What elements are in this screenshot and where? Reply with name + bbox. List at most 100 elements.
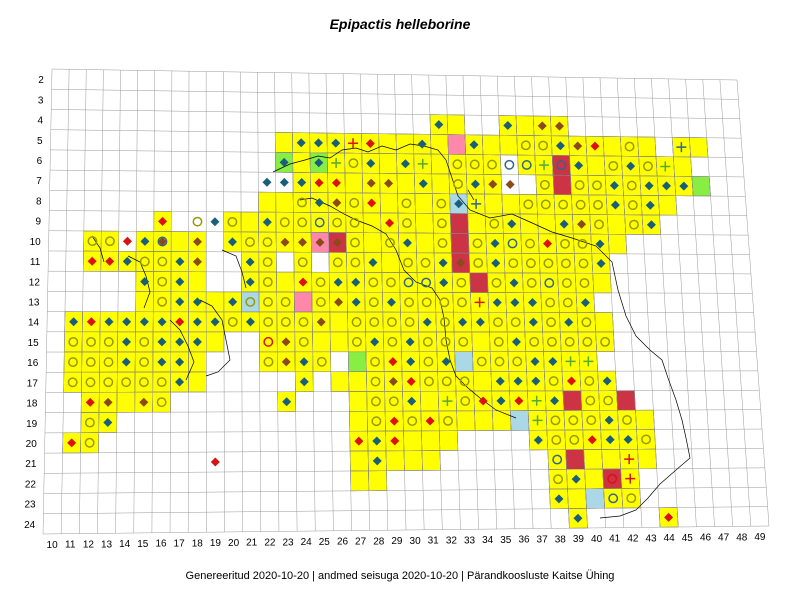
cell-33-12-circle-marker <box>456 277 467 288</box>
cell-26-11-circle-marker <box>332 257 343 268</box>
cell-33-8-diamond-marker <box>454 199 464 209</box>
cell-30-12 <box>399 272 418 293</box>
cell-41-22-circle-marker <box>607 473 618 484</box>
cell-25-15 <box>312 331 331 353</box>
grid-vline <box>240 72 243 532</box>
column-labels: 10 11 12 13 14 15 16 17 18 19 20 21 22 23 24 25 26 27 28 29… <box>47 532 766 551</box>
cell-25-6-diamond-marker <box>314 158 324 168</box>
row-label: 11 <box>30 257 41 268</box>
cell-32-19 <box>438 410 458 432</box>
cell-38-6-plus-marker <box>539 160 550 171</box>
col-label: 15 <box>137 539 149 550</box>
cell-28-5-diamond-marker <box>365 139 375 149</box>
cell-34-17 <box>472 371 492 392</box>
cell-42-22-plus-marker <box>625 473 636 484</box>
cell-39-12 <box>557 272 577 294</box>
cell-38-10-diamond-marker <box>543 239 553 249</box>
grid-vline <box>428 75 443 530</box>
col-label: 26 <box>337 537 349 548</box>
cell-25-16-circle-marker <box>316 356 327 367</box>
col-label: 23 <box>282 537 294 548</box>
cell-13-15-circle-marker <box>103 336 114 347</box>
cell-39-22-diamond-marker <box>571 474 581 484</box>
cell-29-9-diamond-marker <box>385 218 395 228</box>
cell-11-16 <box>63 351 83 373</box>
cell-43-20 <box>636 429 656 450</box>
col-label: 27 <box>355 537 367 548</box>
cell-30-16-diamond-marker <box>406 357 416 367</box>
cell-29-18 <box>384 391 404 412</box>
cell-35-15-circle-marker <box>493 336 504 347</box>
cell-39-15-circle-marker <box>564 336 575 347</box>
col-label: 29 <box>391 536 403 547</box>
cell-22-16 <box>259 351 278 373</box>
cell-29-7-diamond-marker <box>384 178 394 188</box>
row-label: 12 <box>29 277 41 288</box>
loose-16-10-circle-marker <box>157 236 168 247</box>
cell-22-12 <box>258 271 277 293</box>
cell-34-5-diamond-marker <box>469 140 479 150</box>
cell-28-13-circle-marker <box>368 297 379 308</box>
cell-22-15 <box>259 331 278 353</box>
cell-33-13-circle-marker <box>457 297 467 308</box>
cell-40-23 <box>585 488 605 509</box>
cell-37-15-circle-marker <box>529 336 540 347</box>
cell-12-20-circle-marker <box>84 437 95 448</box>
col-label: 48 <box>736 532 748 543</box>
cell-15-14-diamond-marker <box>139 317 149 327</box>
cell-37-10-circle-marker <box>525 238 535 249</box>
cell-41-19-diamond-marker <box>604 415 614 425</box>
cell-38-9 <box>537 213 557 235</box>
cell-27-20-diamond-marker <box>354 436 364 446</box>
row-label: 2 <box>38 75 44 86</box>
col-label: 32 <box>446 536 458 547</box>
cell-35-14 <box>488 312 508 333</box>
cell-28-14 <box>364 311 384 333</box>
grid-hline <box>43 506 768 515</box>
cell-20-10-diamond-marker <box>227 237 237 247</box>
cell-40-22 <box>584 468 604 490</box>
cell-38-18-diamond-marker <box>550 396 560 406</box>
cell-32-13-circle-marker <box>439 297 450 308</box>
cell-34-8-plus-marker <box>471 198 482 209</box>
grid-hline <box>50 129 742 139</box>
cell-43-5 <box>620 136 639 157</box>
cell-23-9 <box>275 211 294 233</box>
cell-29-16-diamond-marker <box>388 357 398 367</box>
cell-27-14-circle-marker <box>351 317 362 327</box>
cell-15-17-circle-marker <box>138 377 149 388</box>
cell-28-21-diamond-marker <box>372 456 382 466</box>
cell-30-13 <box>399 292 419 313</box>
cell-36-16 <box>507 351 527 372</box>
cell-45-8 <box>658 195 678 216</box>
cell-28-10 <box>363 232 382 253</box>
cell-11-17 <box>63 371 82 393</box>
cell-26-5-diamond-marker <box>331 138 341 148</box>
col-label: 34 <box>482 535 494 546</box>
cell-34-10 <box>468 233 487 254</box>
cell-38-19 <box>545 410 566 431</box>
cell-29-15 <box>383 331 402 353</box>
grid-vline <box>582 77 606 528</box>
cell-37-12 <box>522 272 542 293</box>
cell-39-23 <box>567 488 587 509</box>
cell-15-13 <box>135 291 154 313</box>
cell-39-13-circle-marker <box>562 297 573 308</box>
cell-35-17-diamond-marker <box>495 376 505 386</box>
cell-22-9-diamond-marker <box>262 217 272 227</box>
cell-22-8 <box>258 191 277 213</box>
col-label: 16 <box>155 539 167 550</box>
cell-41-11-diamond-marker <box>596 259 606 269</box>
cell-26-10-diamond-marker <box>332 237 342 247</box>
cell-31-12 <box>416 272 436 293</box>
col-label: 33 <box>464 535 476 546</box>
cell-42-6-circle-marker <box>608 160 619 171</box>
cell-29-10 <box>380 232 400 253</box>
cell-14-18 <box>116 391 136 413</box>
cell-42-23-circle-marker <box>626 493 637 504</box>
grid-hline <box>49 210 747 216</box>
grid-vline <box>60 69 70 534</box>
cell-40-14-circle-marker <box>581 317 592 328</box>
cell-39-16-plus-marker <box>565 356 576 367</box>
cell-36-17-diamond-marker <box>513 376 523 386</box>
